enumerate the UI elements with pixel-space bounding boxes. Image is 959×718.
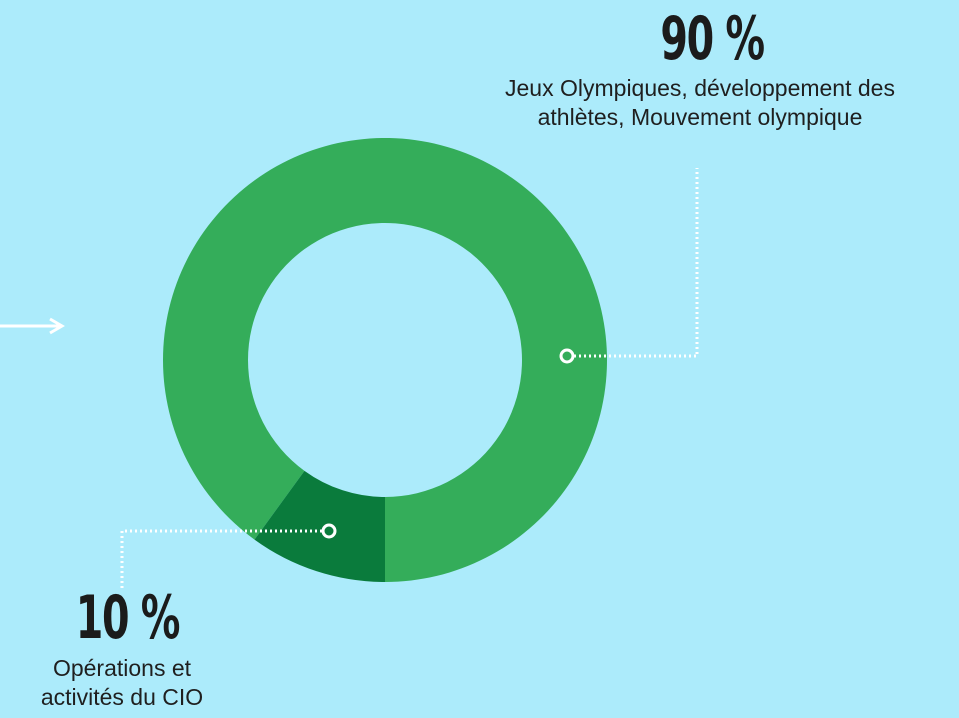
slice-label-90-line2: athlètes, Mouvement olympique [537, 104, 863, 130]
value-label-10: 10 % [75, 583, 181, 653]
arrow-right-icon [0, 317, 65, 335]
value-label-90: 90 % [660, 4, 765, 74]
slice-label-10-line2: activités du CIO [40, 684, 204, 710]
slice-label-90: Jeux Olympiques, développement des athlè… [420, 74, 959, 132]
callout-marker-90 [559, 348, 575, 364]
callout-line-10 [120, 529, 322, 590]
donut-slice-90 [163, 138, 608, 582]
slice-label-10: Opérations et activités du CIO [0, 654, 244, 712]
slice-label-90-line1: Jeux Olympiques, développement des [505, 75, 895, 101]
donut-slice-10 [254, 470, 385, 582]
slice-label-10-line1: Opérations et [52, 655, 192, 681]
donut-slices [163, 138, 608, 582]
callout-line-90 [574, 168, 699, 358]
callout-marker-10 [321, 523, 337, 539]
